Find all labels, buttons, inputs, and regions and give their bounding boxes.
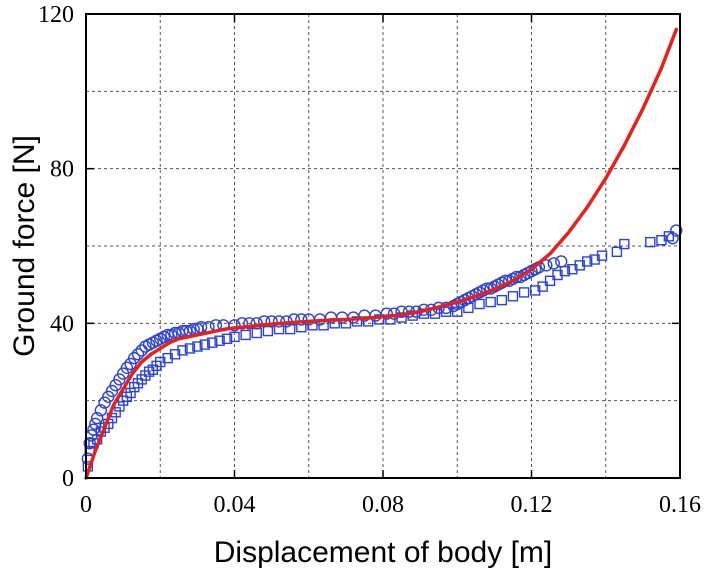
square-marker	[284, 323, 296, 335]
square-marker	[192, 341, 203, 352]
square-marker	[463, 302, 474, 314]
square-marker	[452, 306, 463, 317]
y-tick-label: 120	[38, 2, 74, 28]
circle-marker	[380, 307, 393, 320]
square-marker	[251, 327, 262, 339]
grid	[86, 14, 680, 478]
circle-marker	[295, 313, 308, 326]
circle-marker	[666, 232, 679, 245]
y-tick-label: 80	[50, 157, 74, 183]
square-marker	[229, 331, 240, 343]
circle-marker	[540, 259, 553, 272]
square-marker	[645, 236, 656, 248]
axis-ticks: 0 0.04 0.08 0.12 0.16 0 40 80 120	[38, 2, 701, 518]
square-marker	[596, 250, 608, 261]
circle-marker	[94, 404, 108, 417]
square-marker	[396, 312, 407, 323]
square-marker	[177, 345, 188, 356]
square-marker	[440, 306, 452, 317]
square-marker	[537, 281, 548, 292]
x-tick-label: 0.04	[214, 492, 256, 518]
square-marker	[559, 265, 571, 277]
circle-marker	[131, 348, 145, 361]
square-marker	[374, 314, 385, 325]
circle-marker	[670, 224, 683, 237]
square-marker	[518, 287, 530, 298]
x-tick-label: 0.08	[362, 492, 404, 518]
square-marker	[221, 333, 233, 344]
square-marker	[262, 325, 274, 337]
square-marker	[581, 256, 593, 267]
circle-marker	[395, 305, 408, 318]
x-tick-label: 0	[80, 492, 92, 518]
square-marker	[496, 294, 507, 306]
square-marker	[240, 329, 251, 341]
circle-marker	[228, 319, 241, 332]
y-axis-title: Ground force [N]	[8, 135, 41, 357]
square-marker	[143, 366, 155, 377]
square-marker	[544, 275, 556, 286]
square-marker	[199, 339, 211, 350]
square-marker	[611, 246, 623, 258]
square-marker	[214, 335, 225, 346]
square-marker	[407, 310, 418, 321]
y-tick-label: 40	[50, 311, 74, 337]
circle-marker	[243, 317, 256, 330]
square-marker	[207, 337, 218, 348]
square-marker	[474, 298, 485, 310]
y-tick-label: 0	[62, 466, 74, 492]
square-marker	[184, 343, 196, 354]
square-marker	[485, 296, 496, 308]
circle-marker	[128, 351, 141, 365]
x-tick-label: 0.12	[511, 492, 553, 518]
x-tick-label: 0.16	[659, 492, 701, 518]
circle-marker	[120, 361, 134, 374]
square-marker	[663, 231, 675, 242]
x-axis-title: Displacement of body [m]	[214, 536, 552, 569]
data-series	[81, 27, 683, 480]
model-curve	[84, 27, 679, 480]
square-marker	[125, 387, 136, 399]
square-marker	[351, 316, 363, 327]
circle-marker	[547, 257, 560, 270]
circle-marker	[90, 411, 104, 425]
square-marker	[507, 291, 519, 302]
square-marker	[619, 238, 630, 250]
